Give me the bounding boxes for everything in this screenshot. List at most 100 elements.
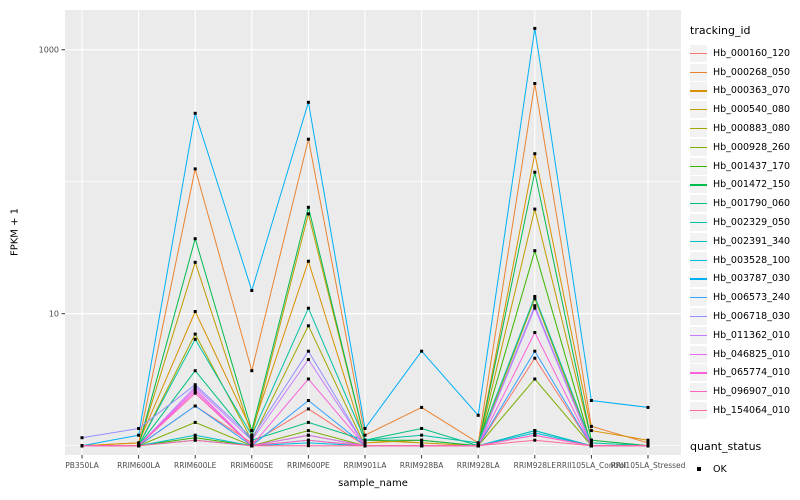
data-point	[306, 433, 310, 437]
legend-label: Hb_001790_060	[713, 198, 791, 210]
legend-label: Hb_011362_010	[713, 329, 791, 341]
series-points-Hb_154064_010	[80, 438, 650, 448]
data-point	[533, 349, 537, 353]
data-point	[193, 391, 197, 395]
data-point	[533, 431, 537, 435]
legend-entry: Hb_002391_340	[690, 232, 800, 251]
legend-key-line-icon	[690, 176, 707, 194]
legend-label: Hb_046825_010	[713, 348, 791, 360]
legend-key-color-line	[690, 409, 707, 412]
data-point	[306, 441, 310, 445]
data-point	[306, 212, 310, 216]
x-tick-label: RRIM600PE	[287, 461, 330, 470]
legend-key-color-line	[690, 353, 707, 355]
data-point	[137, 444, 141, 448]
legend-key-line-icon	[690, 289, 707, 307]
data-point	[533, 297, 537, 301]
y-tick-label: 1000	[39, 46, 59, 55]
legend-entry: Hb_001472_150	[690, 176, 800, 195]
data-point	[137, 427, 141, 430]
data-point	[306, 429, 310, 433]
legend-entry: Hb_000928_260	[690, 138, 800, 157]
legend-label: Hb_000883_080	[713, 123, 791, 135]
data-point	[533, 295, 537, 298]
legend-key-color-line	[690, 391, 707, 393]
data-point	[193, 332, 197, 336]
legend-label-ok: OK	[713, 463, 727, 475]
legend-key-line-icon	[690, 270, 707, 288]
legend-entry: Hb_001437_170	[690, 157, 800, 176]
data-point	[250, 438, 254, 442]
data-point	[533, 377, 537, 381]
data-point	[193, 436, 197, 440]
legend-key-line-icon	[690, 345, 707, 363]
data-point	[476, 444, 480, 448]
legend-entry: Hb_000160_120	[690, 44, 800, 63]
data-point	[533, 331, 537, 334]
data-point	[589, 438, 593, 442]
legend-key-color-line	[690, 297, 707, 299]
legend-key-line-icon	[690, 82, 707, 100]
legend-label: Hb_000928_260	[713, 141, 791, 153]
data-point	[533, 356, 537, 360]
legend: tracking_id Hb_000160_120 Hb_000268_050 Hb…	[690, 24, 800, 479]
data-point	[589, 424, 593, 428]
x-tick-label: RRIM600SE	[230, 461, 273, 470]
data-point	[646, 444, 650, 448]
legend-label: Hb_000268_050	[713, 66, 791, 78]
legend-entries: Hb_000160_120 Hb_000268_050 Hb_000363_070 H…	[690, 44, 800, 420]
legend-key-line-icon	[690, 63, 707, 81]
data-point	[533, 152, 537, 156]
data-point	[193, 310, 197, 313]
data-point	[250, 433, 254, 437]
legend-label: Hb_000363_070	[713, 85, 791, 97]
legend-label: Hb_003787_030	[713, 273, 791, 285]
x-tick-label: RRIM928BA	[400, 461, 445, 470]
data-point	[363, 444, 367, 448]
legend-key-line-icon	[690, 214, 707, 232]
legend-key-color-line	[690, 71, 707, 73]
data-point	[533, 438, 537, 442]
legend-key-line-icon	[690, 383, 707, 401]
x-tick-label: RRIM928LA	[457, 461, 501, 470]
data-point	[420, 405, 424, 409]
legend-key-line-icon	[690, 101, 707, 119]
x-axis-title: sample_name	[338, 478, 408, 489]
legend-entry: Hb_000363_070	[690, 82, 800, 101]
data-point	[137, 433, 141, 437]
data-point	[420, 441, 424, 445]
data-point	[193, 337, 197, 341]
data-point	[193, 420, 197, 424]
data-point	[306, 259, 310, 263]
legend-entry: Hb_000883_080	[690, 119, 800, 138]
legend-label: Hb_006573_240	[713, 292, 791, 304]
data-point	[250, 436, 254, 440]
data-point	[306, 324, 310, 328]
data-point	[533, 304, 537, 308]
legend-key-line-icon	[690, 232, 707, 250]
data-point	[193, 167, 197, 171]
data-point	[363, 433, 367, 437]
legend-key-color-line	[690, 109, 707, 111]
data-point	[363, 438, 367, 442]
data-point	[420, 444, 424, 448]
legend-key-color-line	[690, 165, 707, 167]
plot-panel	[65, 10, 681, 455]
data-point	[476, 441, 480, 445]
legend-label: Hb_065774_010	[713, 367, 791, 379]
legend-label: Hb_002391_340	[713, 235, 791, 247]
legend-entry: Hb_006718_030	[690, 307, 800, 326]
legend-entry: Hb_000268_050	[690, 63, 800, 82]
data-point	[589, 441, 593, 445]
legend-label: Hb_000540_080	[713, 104, 791, 116]
legend-title-quant-status: quant_status	[690, 439, 762, 453]
legend-label: Hb_006718_030	[713, 311, 791, 323]
data-point	[646, 441, 650, 445]
legend-key-line-icon	[690, 195, 707, 213]
legend-key-line-icon	[690, 402, 707, 420]
data-point	[193, 438, 197, 442]
data-point	[306, 438, 310, 442]
legend-entry: Hb_001790_060	[690, 194, 800, 213]
data-point	[306, 444, 310, 448]
data-point	[420, 427, 424, 430]
